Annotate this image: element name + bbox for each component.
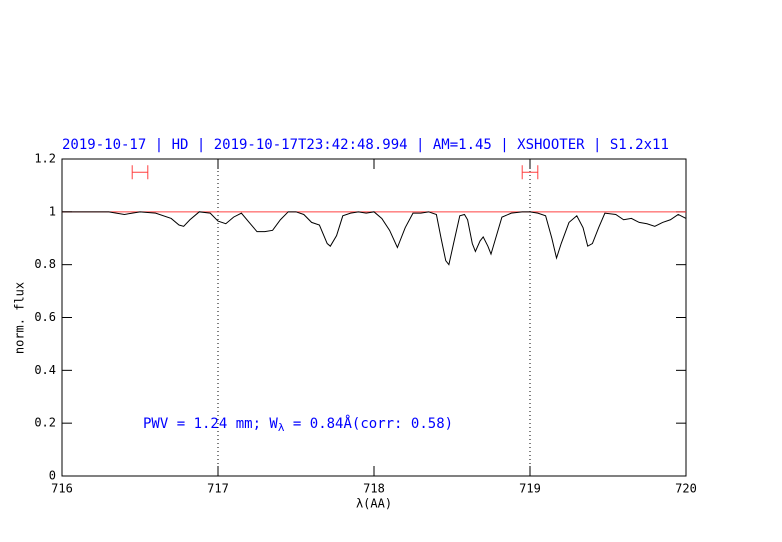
y-tick-label: 0 — [49, 469, 56, 483]
spectrum-line — [62, 211, 687, 266]
x-tick-label: 719 — [519, 482, 541, 496]
y-tick-label: 0.6 — [34, 310, 56, 324]
y-tick-label: 0.8 — [34, 257, 56, 271]
y-tick-label: 0.2 — [34, 416, 56, 430]
window-marker — [131, 165, 149, 180]
x-axis-label: λ(AA) — [356, 497, 392, 511]
y-tick-label: 1.2 — [34, 152, 56, 166]
x-tick-label: 717 — [207, 482, 229, 496]
chart-title: 2019-10-17 | HD | 2019-10-17T23:42:48.99… — [62, 137, 669, 153]
annotation-subscript: λ — [278, 421, 285, 434]
annotation-part: PWV = 1.24 mm; W — [143, 416, 278, 432]
y-axis-label: norm. flux — [13, 282, 27, 354]
y-tick-label: 1 — [49, 204, 56, 218]
y-tick-label: 0.4 — [34, 363, 56, 377]
window-marker — [521, 165, 539, 180]
annotation-part: = 0.84Å(corr: 0.58) — [284, 415, 453, 432]
x-tick-label: 716 — [51, 482, 73, 496]
x-tick-label: 718 — [363, 482, 385, 496]
x-tick-label: 720 — [675, 482, 697, 496]
annotation: PWV = 1.24 mm; Wλ = 0.84Å(corr: 0.58) — [143, 415, 453, 434]
